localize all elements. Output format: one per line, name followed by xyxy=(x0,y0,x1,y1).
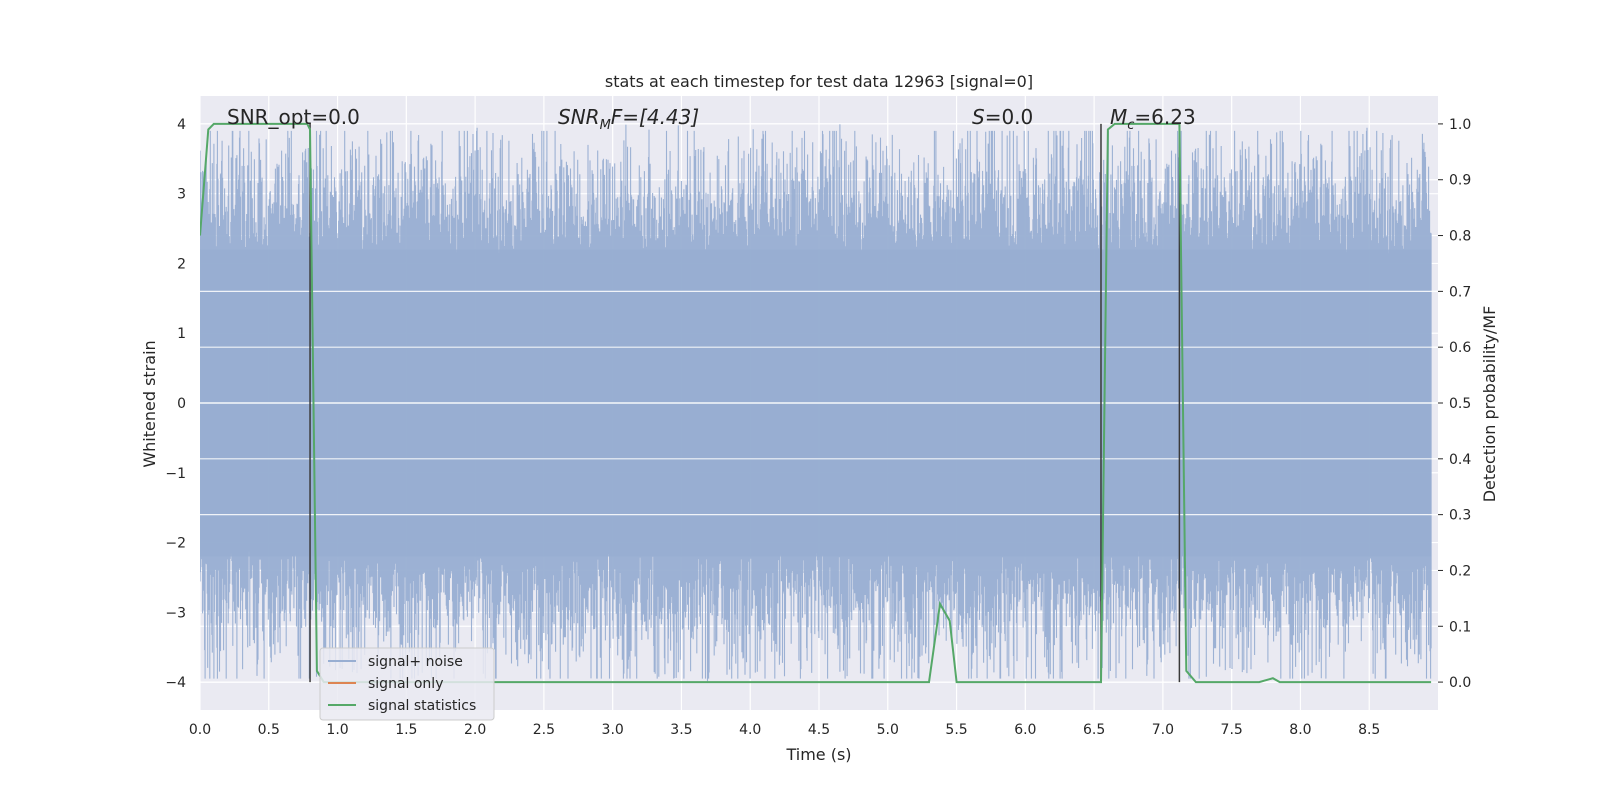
legend-label-signal-only: signal only xyxy=(368,676,443,692)
y-tick-label: 3 xyxy=(177,187,186,203)
y-tick-label: 0 xyxy=(177,396,186,412)
y-right-tick-label: 0.1 xyxy=(1449,619,1471,635)
y-right-tick-label: 0.5 xyxy=(1449,396,1471,412)
y-right-tick-label: 0.6 xyxy=(1449,340,1471,356)
x-tick-label: 6.5 xyxy=(1083,722,1105,738)
legend-label-signal-noise: signal+ noise xyxy=(368,654,463,670)
y-tick-label: −2 xyxy=(165,536,186,552)
y-right-tick-labels: 1.0 0.9 0.8 0.7 0.6 0.5 0.4 0.3 0.2 0.1 0.0 xyxy=(1438,117,1471,691)
x-tick-label: 0.5 xyxy=(258,722,280,738)
x-tick-label: 2.5 xyxy=(533,722,555,738)
y-tick-label: 1 xyxy=(177,326,186,342)
y-tick-label: 4 xyxy=(177,117,186,133)
x-tick-label: 8.0 xyxy=(1289,722,1311,738)
x-tick-label: 1.0 xyxy=(326,722,348,738)
y-tick-label: −1 xyxy=(165,466,186,482)
y-right-tick-label: 0.8 xyxy=(1449,229,1471,245)
x-tick-labels: 0.0 0.5 1.0 1.5 2.0 2.5 3.0 3.5 4.0 4.5 5.0 5.5 6.0 6… xyxy=(189,722,1380,738)
y-tick-label: −4 xyxy=(165,675,186,691)
x-tick-label: 2.0 xyxy=(464,722,486,738)
annotation-mc: Mc=6.23 xyxy=(1110,105,1196,133)
legend-label-signal-statistics: signal statistics xyxy=(368,698,476,714)
x-axis-label: Time (s) xyxy=(785,745,851,764)
x-tick-label: 7.0 xyxy=(1152,722,1174,738)
y-right-tick-label: 0.3 xyxy=(1449,508,1471,524)
y-right-tick-label: 0.9 xyxy=(1449,173,1471,189)
y-tick-label: 2 xyxy=(177,256,186,272)
annotation-s: S=0.0 xyxy=(972,105,1033,129)
legend-box xyxy=(319,647,495,721)
vertical-markers xyxy=(309,123,1181,683)
y-right-tick-label: 0.0 xyxy=(1449,675,1471,691)
statistics-line xyxy=(200,122,1432,684)
x-tick-label: 1.5 xyxy=(395,722,417,738)
x-tick-label: 0.0 xyxy=(189,722,211,738)
legend: signal+ noise signal only signal statist… xyxy=(319,647,495,721)
y-axis-label: Whitened strain xyxy=(140,340,159,467)
x-tick-label: 5.0 xyxy=(877,722,899,738)
series-signal-statistics xyxy=(200,122,1432,684)
x-tick-label: 7.5 xyxy=(1221,722,1243,738)
x-tick-label: 6.0 xyxy=(1014,722,1036,738)
x-tick-label: 3.0 xyxy=(602,722,624,738)
y-right-axis-label: Detection probability/MF xyxy=(1480,306,1499,503)
x-tick-label: 8.5 xyxy=(1358,722,1380,738)
x-tick-label: 4.5 xyxy=(808,722,830,738)
y-right-tick-label: 0.2 xyxy=(1449,563,1471,579)
y-right-tick-label: 1.0 xyxy=(1449,117,1471,133)
y-tick-labels: 4 3 2 1 0 −1 −2 −3 −4 xyxy=(165,117,186,691)
annotation-snr-mf: SNRMF=[4.43] xyxy=(558,105,699,133)
y-tick-label: −3 xyxy=(165,605,186,621)
y-right-tick-label: 0.4 xyxy=(1449,452,1471,468)
series-signal-noise xyxy=(200,124,1438,682)
annotation-snr-opt: SNR_opt=0.0 xyxy=(227,105,360,129)
y-right-tick-label: 0.7 xyxy=(1449,284,1471,300)
chart-title: stats at each timestep for test data 129… xyxy=(605,72,1033,91)
x-tick-label: 3.5 xyxy=(670,722,692,738)
x-tick-label: 5.5 xyxy=(945,722,967,738)
x-tick-label: 4.0 xyxy=(739,722,761,738)
